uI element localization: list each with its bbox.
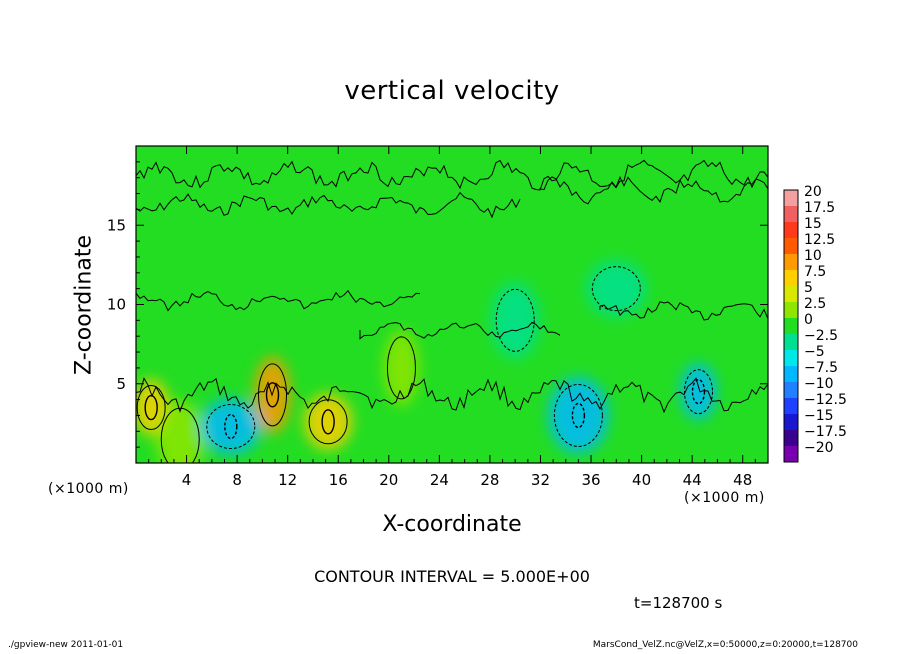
colorbar-label: 10 bbox=[804, 248, 822, 264]
y-tick-label: 5 bbox=[116, 375, 126, 393]
contour-lines bbox=[136, 159, 768, 463]
colorbar-label: 15 bbox=[804, 216, 822, 232]
colorbar-swatch bbox=[784, 430, 798, 447]
contour-ring bbox=[308, 399, 348, 445]
chart-title: vertical velocity bbox=[344, 76, 560, 106]
x-axis-unit: (×1000 m) bbox=[684, 490, 765, 506]
x-tick-label: 4 bbox=[182, 471, 192, 489]
colorbar-swatch bbox=[784, 254, 798, 271]
contour-ring bbox=[591, 266, 641, 312]
colorbar-label: 7.5 bbox=[804, 264, 826, 280]
x-tick-label: 12 bbox=[278, 471, 297, 489]
x-tick-label: 20 bbox=[379, 471, 398, 489]
x-tick-label: 48 bbox=[733, 471, 752, 489]
contour-ring bbox=[136, 385, 166, 431]
y-axis: 5 10 15 bbox=[107, 161, 768, 448]
contour-ring bbox=[495, 288, 535, 352]
contour-line bbox=[136, 159, 768, 191]
colorbar-label: 12.5 bbox=[804, 232, 835, 248]
contour-ring-inner bbox=[144, 394, 158, 421]
colorbar-label: 17.5 bbox=[804, 200, 835, 216]
colorbar-swatch bbox=[784, 350, 798, 367]
contour-ring bbox=[683, 369, 713, 415]
contour-ring bbox=[206, 404, 256, 450]
footer-program: ./gpview-new 2011-01-01 bbox=[8, 640, 124, 650]
colorbar-label: −5 bbox=[804, 344, 825, 360]
contour-ring bbox=[553, 383, 603, 447]
colorbar-frame bbox=[783, 189, 799, 463]
colorbar-swatch bbox=[784, 190, 798, 207]
x-axis-label: X-coordinate bbox=[382, 512, 522, 537]
x-tick-label: 32 bbox=[531, 471, 550, 489]
time-label: t=128700 s bbox=[634, 594, 723, 612]
field-feature bbox=[200, 398, 261, 455]
colorbar-label: 2.5 bbox=[804, 296, 826, 312]
colorbar-label: −15 bbox=[804, 408, 834, 424]
x-tick-label: 44 bbox=[683, 471, 702, 489]
colorbar-swatch bbox=[784, 382, 798, 399]
colorbar: 2017.51512.5107.552.50−2.5−5−7.5−10−12.5… bbox=[783, 184, 847, 463]
contour-ring-inner bbox=[571, 402, 586, 429]
contour-line bbox=[359, 321, 561, 340]
x-tick-label: 36 bbox=[581, 471, 600, 489]
colorbar-swatch bbox=[784, 206, 798, 223]
colorbar-label: −10 bbox=[804, 376, 834, 392]
field-feature bbox=[304, 393, 353, 450]
y-tick-label: 15 bbox=[107, 216, 126, 234]
contour-interval-note: CONTOUR INTERVAL = 5.000E+00 bbox=[314, 567, 590, 586]
contour-line bbox=[599, 301, 768, 321]
contour-ring-inner bbox=[321, 409, 335, 435]
colorbar-label: −20 bbox=[804, 440, 834, 456]
contour-ring-inner bbox=[691, 378, 706, 405]
footer-source: MarsCond_VelZ.nc@VelZ,x=0:50000,z=0:2000… bbox=[592, 640, 858, 650]
x-axis: 4 8 12 16 20 24 28 32 36 40 44 48 bbox=[148, 146, 756, 489]
contour-line bbox=[136, 191, 521, 219]
contour-line bbox=[539, 175, 768, 205]
colorbar-swatch bbox=[784, 302, 798, 319]
colorbar-swatch bbox=[784, 366, 798, 383]
contour-ring bbox=[160, 407, 200, 463]
colorbar-swatch bbox=[784, 398, 798, 415]
colorbar-swatch bbox=[784, 270, 798, 287]
x-tick-label: 28 bbox=[480, 471, 499, 489]
colorbar-label: −7.5 bbox=[804, 360, 838, 376]
contour-line bbox=[136, 377, 768, 414]
colorbar-swatch bbox=[784, 414, 798, 431]
x-tick-label: 8 bbox=[232, 471, 242, 489]
colorbar-swatch bbox=[784, 222, 798, 239]
field-feature bbox=[548, 377, 609, 454]
colorbar-swatch bbox=[784, 334, 798, 351]
plot-area bbox=[135, 145, 769, 464]
colorbar-label: −2.5 bbox=[804, 328, 838, 344]
contour-ring bbox=[258, 363, 288, 427]
y-axis-label: Z-coordinate bbox=[71, 235, 97, 375]
colorbar-swatch bbox=[784, 238, 798, 255]
field-feature bbox=[491, 282, 540, 359]
x-tick-label: 16 bbox=[329, 471, 348, 489]
colorbar-swatch bbox=[784, 286, 798, 303]
field-feature bbox=[680, 363, 717, 420]
x-tick-label: 40 bbox=[632, 471, 651, 489]
colorbar-swatch bbox=[784, 318, 798, 335]
colorbar-label: −12.5 bbox=[804, 392, 847, 408]
field-feature bbox=[156, 401, 205, 463]
contour-line bbox=[136, 290, 421, 312]
colorbar-label: 0 bbox=[804, 312, 813, 328]
y-tick-label: 10 bbox=[107, 296, 126, 314]
x-tick-label: 24 bbox=[430, 471, 449, 489]
contour-ring-inner bbox=[224, 413, 238, 440]
contour-ring-inner bbox=[265, 382, 280, 408]
field-feature bbox=[586, 260, 647, 317]
y-axis-unit: (×1000 m) bbox=[48, 481, 129, 497]
colorbar-label: −17.5 bbox=[804, 424, 847, 440]
colorbar-swatch bbox=[784, 446, 798, 463]
colorbar-label: 20 bbox=[804, 184, 822, 200]
contour-ring bbox=[386, 336, 416, 400]
colorbar-label: 5 bbox=[804, 280, 813, 296]
